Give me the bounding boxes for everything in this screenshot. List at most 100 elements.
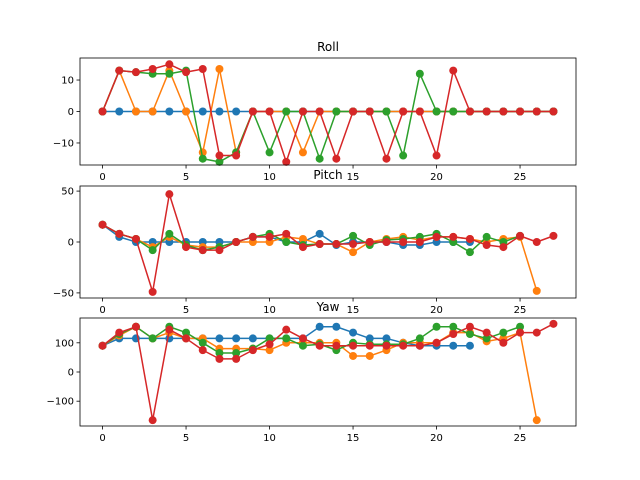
x-tick-label: 0: [99, 433, 105, 444]
data-point: [332, 341, 341, 350]
y-tick-label: 100: [55, 338, 74, 349]
x-tick-label: 25: [514, 433, 527, 444]
data-point: [549, 319, 558, 328]
data-point: [131, 68, 140, 77]
data-point: [315, 322, 324, 331]
data-point: [415, 341, 424, 350]
data-point: [399, 107, 408, 116]
data-point: [315, 154, 324, 163]
x-tick-label: 25: [514, 305, 527, 316]
series-line-4: [102, 193, 554, 293]
data-point: [148, 416, 157, 425]
subplot-roll: 0 5 10 15 20 25 −10 0 10 Roll: [53, 40, 577, 183]
x-tick-label: 15: [347, 172, 360, 183]
data-point: [349, 351, 358, 360]
data-point: [265, 334, 274, 343]
data-point: [148, 246, 157, 255]
data-point: [382, 154, 391, 163]
data-point: [282, 229, 291, 238]
data-point: [349, 328, 358, 337]
data-point: [415, 107, 424, 116]
x-tick-label: 25: [514, 172, 527, 183]
data-point: [115, 229, 124, 238]
data-point: [532, 107, 541, 116]
data-point: [382, 341, 391, 350]
data-point: [449, 66, 458, 75]
y-tick-label: −100: [47, 397, 74, 408]
data-point: [248, 346, 257, 355]
data-point: [382, 334, 391, 343]
x-tick-label: 0: [99, 305, 105, 316]
data-point: [148, 107, 157, 116]
data-point: [482, 232, 491, 241]
data-point: [532, 416, 541, 425]
y-tick-label: 50: [61, 187, 74, 198]
data-point: [98, 220, 107, 229]
data-point: [215, 354, 224, 363]
data-point: [165, 229, 174, 238]
x-tick-label: 5: [183, 172, 189, 183]
data-point: [332, 322, 341, 331]
data-point: [499, 338, 508, 347]
x-tick-label: 20: [430, 305, 443, 316]
data-point: [98, 107, 107, 116]
data-point: [115, 107, 124, 116]
data-point: [248, 334, 257, 343]
series-line-4: [102, 323, 554, 421]
data-point: [532, 238, 541, 246]
data-point: [432, 338, 441, 347]
data-point: [165, 190, 174, 199]
data-point: [465, 234, 474, 243]
subplot-title: Pitch: [313, 168, 342, 182]
data-point: [332, 107, 341, 116]
data-point: [465, 330, 474, 339]
data-point: [365, 351, 374, 360]
data-point: [482, 241, 491, 250]
data-point: [449, 232, 458, 241]
data-point: [148, 65, 157, 74]
data-point: [532, 286, 541, 295]
data-point: [165, 325, 174, 334]
data-point: [349, 231, 358, 240]
data-point: [365, 341, 374, 350]
data-point: [182, 328, 191, 337]
data-point: [298, 234, 307, 243]
data-point: [549, 231, 558, 240]
data-point: [382, 107, 391, 116]
data-point: [148, 287, 157, 296]
data-point: [298, 107, 307, 116]
data-point: [131, 234, 140, 243]
data-point: [349, 248, 358, 257]
x-tick-label: 20: [430, 172, 443, 183]
data-point: [399, 151, 408, 160]
data-point: [315, 341, 324, 350]
x-tick-label: 10: [263, 172, 276, 183]
data-point: [232, 354, 241, 363]
series-line-4: [101, 63, 554, 163]
data-point: [482, 107, 491, 116]
data-point: [232, 334, 241, 343]
x-tick-label: 10: [263, 305, 276, 316]
subplot-title: Yaw: [316, 300, 340, 314]
data-point: [516, 322, 525, 331]
data-point: [215, 65, 224, 74]
data-point: [282, 334, 291, 343]
data-point: [198, 338, 207, 347]
data-point: [248, 232, 257, 241]
y-tick-label: 10: [61, 76, 74, 87]
data-point: [215, 151, 224, 160]
data-point: [215, 246, 224, 255]
data-point: [415, 69, 424, 78]
subplot-title: Roll: [317, 40, 339, 54]
data-point: [265, 107, 274, 116]
y-tick-label: −50: [53, 288, 74, 299]
data-point: [282, 157, 291, 166]
data-point: [415, 334, 424, 343]
data-point: [265, 148, 274, 157]
data-point: [349, 341, 358, 350]
data-point: [516, 107, 525, 116]
data-point: [248, 107, 257, 116]
data-point: [298, 334, 307, 343]
y-tick-label: 0: [68, 368, 74, 379]
